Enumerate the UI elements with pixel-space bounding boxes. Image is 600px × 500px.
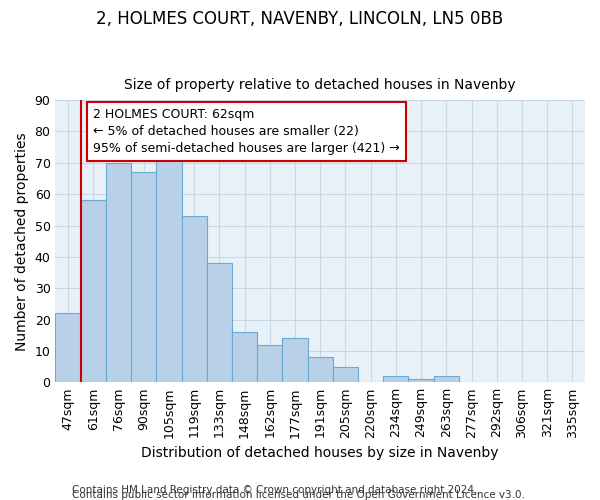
Bar (207, 263, 232, 382)
X-axis label: Distribution of detached houses by size in Navenby: Distribution of detached houses by size … (142, 446, 499, 460)
Y-axis label: Number of detached properties: Number of detached properties (15, 132, 29, 350)
Bar (182, 216, 207, 382)
Title: Size of property relative to detached houses in Navenby: Size of property relative to detached ho… (124, 78, 516, 92)
Bar (383, 376, 409, 382)
Bar (434, 376, 459, 382)
Bar (333, 366, 358, 382)
Bar (55, 314, 80, 382)
Bar (308, 357, 333, 382)
Bar (106, 163, 131, 382)
Bar (232, 332, 257, 382)
Text: 2, HOLMES COURT, NAVENBY, LINCOLN, LN5 0BB: 2, HOLMES COURT, NAVENBY, LINCOLN, LN5 0… (97, 10, 503, 28)
Bar (131, 172, 156, 382)
Text: 2 HOLMES COURT: 62sqm
← 5% of detached houses are smaller (22)
95% of semi-detac: 2 HOLMES COURT: 62sqm ← 5% of detached h… (93, 108, 400, 155)
Bar (409, 379, 434, 382)
Bar (156, 144, 182, 382)
Bar (283, 338, 308, 382)
Text: Contains HM Land Registry data © Crown copyright and database right 2024.: Contains HM Land Registry data © Crown c… (72, 485, 478, 495)
Bar (80, 200, 106, 382)
Text: Contains public sector information licensed under the Open Government Licence v3: Contains public sector information licen… (72, 490, 525, 500)
Bar (257, 344, 283, 383)
